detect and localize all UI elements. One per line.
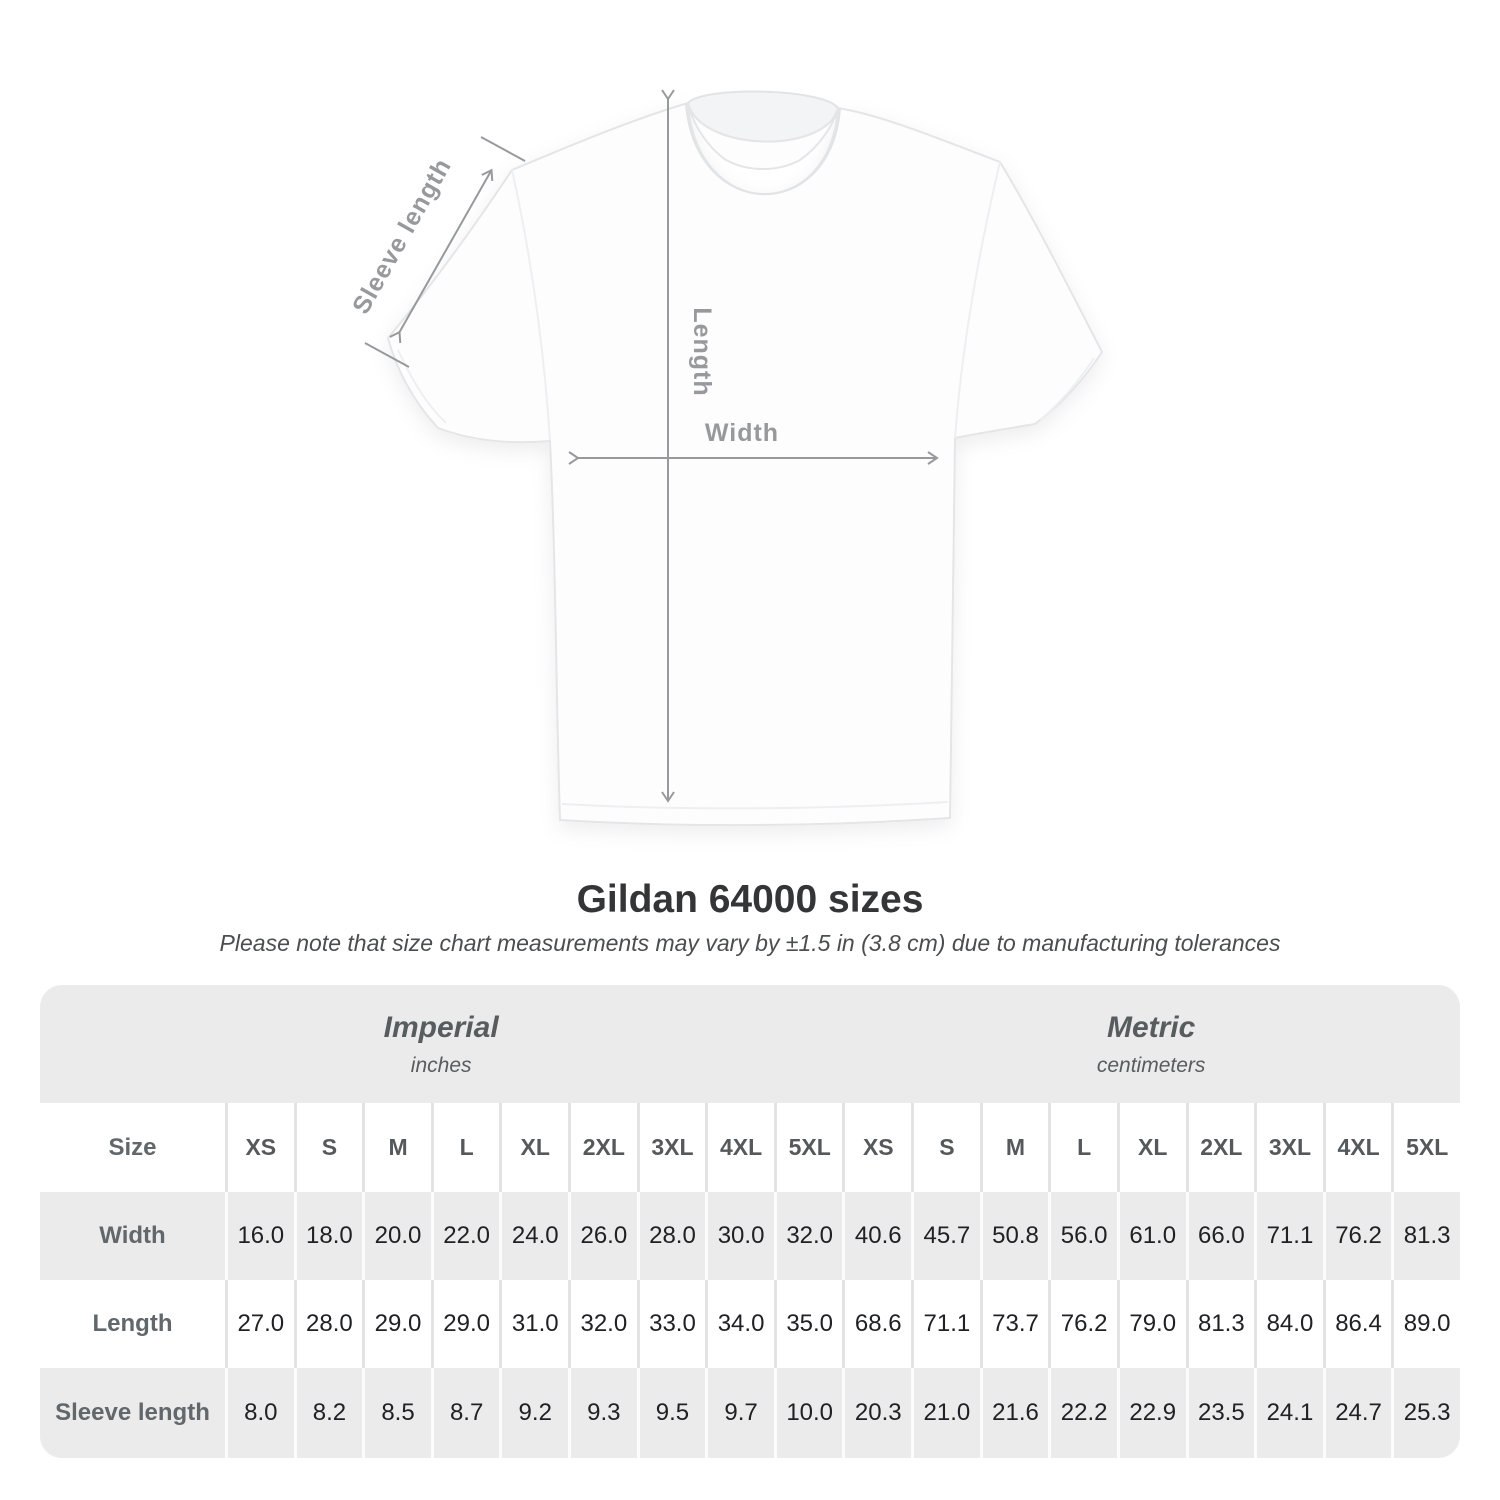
value-cell: 84.0 <box>1254 1280 1323 1368</box>
value-cell: 10.0 <box>773 1368 843 1458</box>
value-cell: 30.0 <box>705 1192 774 1280</box>
value-cell: 9.5 <box>636 1368 706 1458</box>
value-cell: 76.2 <box>1322 1192 1392 1280</box>
value-cell: 24.1 <box>1254 1368 1323 1458</box>
value-cell: 9.2 <box>499 1368 568 1458</box>
value-cell: 8.7 <box>430 1368 500 1458</box>
row-label: Length <box>92 1310 173 1337</box>
size-header-row: Size XS S M L XL 2XL 3XL 4XL 5XL XS S M L XL 2XL 3XL 4XL 5… <box>40 1103 1460 1192</box>
value-cell: 35.0 <box>773 1280 843 1368</box>
value-cell: 89.0 <box>1391 1280 1460 1368</box>
value-cell: 23.5 <box>1185 1368 1255 1458</box>
value-cell: 32.0 <box>773 1192 843 1280</box>
value-cell: 28.0 <box>636 1192 706 1280</box>
value-cell: 81.3 <box>1391 1192 1460 1280</box>
value-cell: 32.0 <box>568 1280 637 1368</box>
row-label: Width <box>99 1222 166 1249</box>
value-cell: 34.0 <box>705 1280 774 1368</box>
size-col-header: L <box>1048 1103 1117 1192</box>
size-col-header: S <box>911 1103 980 1192</box>
value-cell: 40.6 <box>842 1192 911 1280</box>
value-cell: 16.0 <box>225 1192 294 1280</box>
value-cell: 21.0 <box>911 1368 980 1458</box>
value-cell: 28.0 <box>293 1280 363 1368</box>
size-rows: Width 16.0 18.0 20.0 22.0 24.0 26.0 28.0 30.0 32.… <box>40 1192 1460 1458</box>
value-cell: 29.0 <box>430 1280 500 1368</box>
table-row: Sleeve length 8.0 8.2 8.5 8.7 9.2 9.3 9.5 9.7 10.… <box>40 1368 1460 1458</box>
imperial-label: Imperial <box>383 1010 499 1044</box>
value-cell: 22.9 <box>1116 1368 1186 1458</box>
imperial-section-header: Imperial inches <box>40 985 842 1103</box>
value-cell: 22.2 <box>1048 1368 1117 1458</box>
value-cell: 61.0 <box>1116 1192 1186 1280</box>
width-label: Width <box>705 419 779 447</box>
value-cell: 24.7 <box>1322 1368 1392 1458</box>
metric-unit-label: centimeters <box>1096 1053 1206 1077</box>
size-col-header: 3XL <box>1254 1103 1323 1192</box>
value-cell: 45.7 <box>911 1192 980 1280</box>
value-cell: 24.0 <box>499 1192 568 1280</box>
size-col-header: S <box>293 1103 363 1192</box>
value-cell: 76.2 <box>1048 1280 1117 1368</box>
value-cell: 50.8 <box>979 1192 1049 1280</box>
size-chart-table: Imperial inches Metric centimeters Size X… <box>40 985 1460 1458</box>
size-col-header: 3XL <box>636 1103 706 1192</box>
value-cell: 86.4 <box>1322 1280 1392 1368</box>
size-col-header: L <box>430 1103 500 1192</box>
value-cell: 20.0 <box>362 1192 431 1280</box>
value-cell: 27.0 <box>225 1280 294 1368</box>
metric-label: Metric <box>1106 1010 1196 1044</box>
table-row: Length 27.0 28.0 29.0 29.0 31.0 32.0 33.0 34.0 35… <box>40 1280 1460 1368</box>
length-label: Length <box>688 307 716 396</box>
size-col-header: XL <box>499 1103 568 1192</box>
value-cell: 9.7 <box>705 1368 774 1458</box>
metric-section-header: Metric centimeters <box>842 985 1460 1103</box>
size-col-header: 4XL <box>705 1103 774 1192</box>
size-header-label: Size <box>108 1133 157 1161</box>
tshirt-measurement-diagram: Sleeve length Length Width <box>347 89 1103 827</box>
value-cell: 68.6 <box>842 1280 911 1368</box>
size-col-header: XS <box>225 1103 294 1192</box>
value-cell: 56.0 <box>1048 1192 1117 1280</box>
value-cell: 25.3 <box>1391 1368 1460 1458</box>
value-cell: 21.6 <box>979 1368 1049 1458</box>
size-col-header: XS <box>842 1103 911 1192</box>
value-cell: 22.0 <box>430 1192 500 1280</box>
value-cell: 71.1 <box>911 1280 980 1368</box>
value-cell: 8.5 <box>362 1368 431 1458</box>
value-cell: 9.3 <box>568 1368 637 1458</box>
imperial-unit-label: inches <box>410 1053 472 1077</box>
size-col-header: 5XL <box>1391 1103 1460 1192</box>
value-cell: 73.7 <box>979 1280 1049 1368</box>
tolerance-note: Please note that size chart measurements… <box>219 930 1281 956</box>
value-cell: 31.0 <box>499 1280 568 1368</box>
value-cell: 29.0 <box>362 1280 431 1368</box>
size-col-header: 5XL <box>773 1103 843 1192</box>
units-band: Imperial inches Metric centimeters <box>40 985 1460 1103</box>
value-cell: 26.0 <box>568 1192 637 1280</box>
size-col-header: 2XL <box>568 1103 637 1192</box>
value-cell: 81.3 <box>1185 1280 1255 1368</box>
size-col-header: 4XL <box>1322 1103 1392 1192</box>
value-cell: 8.0 <box>225 1368 294 1458</box>
page-title: Gildan 64000 sizes <box>576 878 924 921</box>
size-col-header: M <box>979 1103 1049 1192</box>
value-cell: 8.2 <box>293 1368 363 1458</box>
value-cell: 79.0 <box>1116 1280 1186 1368</box>
sleeve-length-measure <box>364 136 526 368</box>
value-cell: 20.3 <box>842 1368 911 1458</box>
size-col-header: XL <box>1116 1103 1186 1192</box>
size-col-header: M <box>362 1103 431 1192</box>
size-col-header: 2XL <box>1185 1103 1255 1192</box>
value-cell: 66.0 <box>1185 1192 1255 1280</box>
value-cell: 18.0 <box>293 1192 363 1280</box>
value-cell: 33.0 <box>636 1280 706 1368</box>
table-row: Width 16.0 18.0 20.0 22.0 24.0 26.0 28.0 30.0 32.… <box>40 1192 1460 1280</box>
row-label: Sleeve length <box>55 1399 210 1426</box>
value-cell: 71.1 <box>1254 1192 1323 1280</box>
